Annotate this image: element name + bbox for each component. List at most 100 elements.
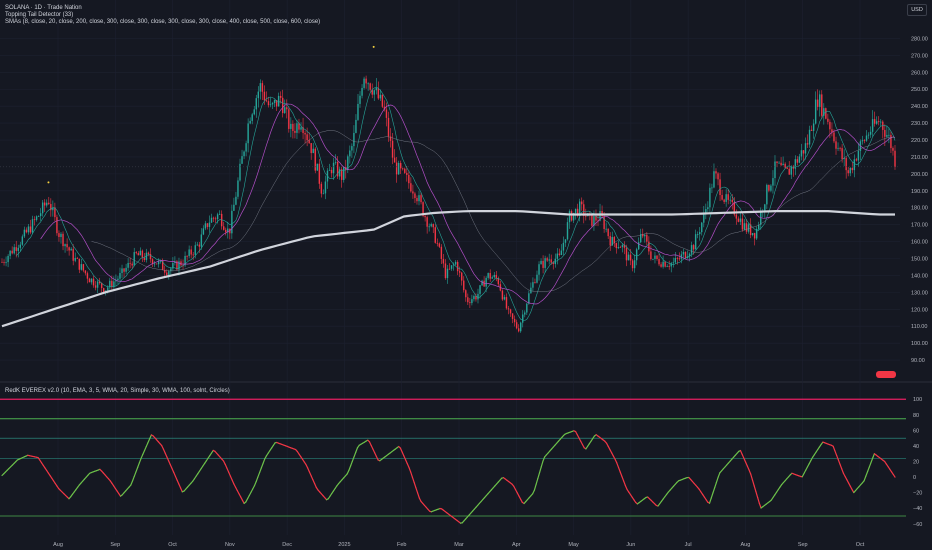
oscillator-pane	[0, 398, 906, 524]
candle-body	[367, 83, 369, 85]
candle-body	[70, 248, 72, 251]
oscillator-segment	[578, 437, 582, 442]
oscillator-segment	[250, 488, 254, 493]
oscillator-segment	[174, 475, 178, 481]
oscillator-segment	[535, 478, 539, 486]
candle-body	[804, 143, 807, 154]
candle-body	[678, 258, 681, 260]
candle-body	[792, 166, 795, 169]
candle-body	[21, 236, 24, 245]
oscillator-segment	[834, 450, 838, 456]
candle-body	[816, 99, 819, 107]
indicator-legend-everex[interactable]: RedK EVEREX v2.0 (10, EMA, 3, 5, WMA, 20…	[5, 388, 230, 394]
oscillator-segment	[748, 469, 752, 475]
candle-body	[410, 183, 412, 192]
candle-body	[692, 245, 695, 250]
candle-body	[595, 215, 597, 221]
candle-body	[855, 159, 858, 161]
candle-body	[135, 252, 137, 254]
indicator-legend-smas[interactable]: SMAs (8, close, 20, close, 200, close, 3…	[5, 19, 321, 25]
candle-body	[113, 281, 115, 288]
candle-body	[164, 269, 166, 273]
candle-body	[627, 254, 630, 261]
time-axis-label: 2025	[338, 542, 350, 548]
candle-body	[849, 167, 851, 174]
candle-body	[831, 129, 833, 133]
candle-body	[68, 247, 70, 251]
oscillator-segment	[145, 442, 149, 448]
indicator-legend-topping-tail[interactable]: Topping Tail Detector (33)	[5, 12, 74, 18]
oscillator-segment	[222, 460, 226, 466]
candle-body	[448, 268, 451, 270]
candle-body	[245, 143, 247, 152]
candle-body	[149, 254, 152, 260]
oscillator-segment	[162, 448, 166, 454]
oscillator-segment	[262, 458, 266, 465]
candle-body	[568, 211, 571, 223]
currency-button[interactable]: USD	[907, 4, 927, 16]
oscillator-segment	[418, 497, 422, 503]
candle-body	[349, 150, 351, 157]
candle-body	[723, 199, 725, 202]
candle-body	[774, 161, 776, 179]
candle-body	[812, 123, 815, 131]
candle-body	[381, 94, 384, 107]
candle-body	[863, 140, 866, 142]
oscillator-segment	[255, 476, 259, 483]
candle-body	[86, 273, 89, 279]
candle-body	[139, 250, 142, 256]
price-axis-tick-label: 240.00	[911, 104, 928, 110]
candle-body	[452, 264, 455, 266]
oscillator-segment	[404, 459, 408, 465]
candle-body	[711, 187, 713, 189]
candle-body	[1, 261, 3, 263]
candle-body	[420, 195, 422, 203]
oscillator-segment	[758, 502, 762, 509]
candle-body	[603, 216, 605, 229]
oscillator-segment	[538, 466, 542, 474]
candle-body	[605, 228, 607, 230]
candle-body	[64, 244, 66, 247]
candle-body	[635, 249, 638, 261]
candle-body	[672, 262, 674, 264]
candle-body	[82, 264, 85, 271]
candle-body	[218, 213, 221, 215]
oscillator-segment	[614, 458, 618, 464]
candle-body	[674, 258, 677, 263]
price-pane	[0, 45, 900, 333]
candle-body	[513, 318, 516, 323]
candle-body	[839, 147, 841, 149]
candle-body	[426, 217, 428, 227]
oscillator-segment	[870, 457, 874, 464]
candle-body	[534, 282, 536, 283]
oscillator-segment	[607, 445, 611, 451]
axes: 90.00 100.00 110.00 120.00 130.00 140.00 150.0…	[53, 36, 928, 548]
candle-body	[66, 244, 68, 248]
candle-body	[157, 261, 160, 265]
candle-body	[790, 166, 792, 175]
time-axis-label: Sep	[798, 542, 808, 548]
candle-body	[548, 259, 550, 261]
candle-body	[334, 161, 337, 163]
candle-body	[60, 233, 62, 237]
oscillator-segment	[413, 481, 417, 489]
sma-slow-line	[91, 130, 896, 292]
candle-body	[263, 91, 266, 101]
candle-body	[751, 233, 754, 236]
candle-body	[637, 242, 640, 250]
oscillator-segment	[540, 460, 544, 468]
oscillator-segment	[892, 473, 896, 478]
candle-body	[520, 322, 522, 332]
candle-body	[9, 250, 11, 256]
candle-body	[267, 101, 270, 106]
oscillator-segment	[750, 473, 754, 481]
oscillator-segment	[416, 492, 420, 499]
oscillator-segment	[180, 487, 183, 493]
candle-body	[526, 303, 528, 313]
candle-body	[847, 170, 849, 174]
oscillator-segment	[167, 460, 171, 466]
oscillator-segment	[712, 487, 716, 494]
oscillator-segment	[351, 456, 355, 462]
oscillator-segment	[142, 449, 146, 455]
price-axis-tick-label: 140.00	[911, 273, 928, 279]
